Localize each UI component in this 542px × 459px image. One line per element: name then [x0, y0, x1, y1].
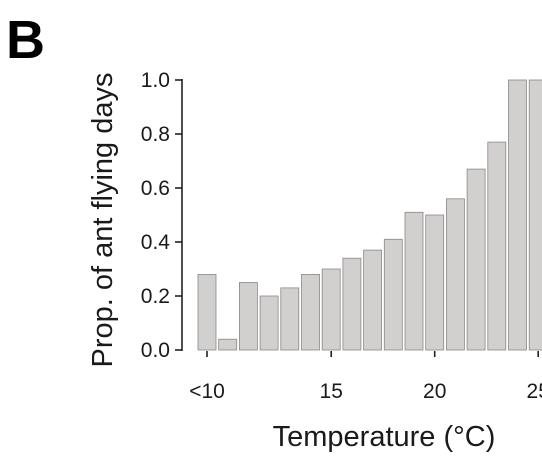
- bar-23: [487, 141, 507, 351]
- y-tick-label: 0.8: [141, 123, 170, 146]
- bar-10: [218, 338, 238, 351]
- bar-22: [466, 168, 486, 351]
- bar-15: [321, 268, 341, 351]
- bar-18: [383, 238, 403, 351]
- y-axis-label: Prop. of ant flying days: [87, 73, 119, 368]
- y-tick-label: 0.2: [141, 285, 170, 308]
- x-tick-label: <10: [189, 380, 225, 403]
- bar-14: [301, 273, 320, 351]
- bar-24: [508, 79, 527, 351]
- bar-25: [528, 79, 542, 351]
- y-tick-label: 0.4: [141, 231, 171, 254]
- bar-16: [342, 257, 362, 351]
- x-tick-label: 20: [423, 380, 446, 403]
- y-tick-label: 0.0: [141, 339, 170, 362]
- bar-17: [363, 249, 383, 351]
- axes-group: 0.0 0.2 0.4 0.6 0.8 1.0 <10 15 20 25: [141, 69, 542, 403]
- bar-19: [404, 211, 424, 351]
- bar-20: [425, 214, 445, 351]
- bars-group: [197, 79, 542, 351]
- bar-12: [259, 295, 279, 351]
- panel-label: B: [6, 10, 45, 70]
- x-tick-label: 25: [527, 380, 542, 403]
- y-tick-label: 1.0: [141, 69, 170, 92]
- y-tick-label: 0.6: [141, 177, 170, 200]
- bar-lt10: [197, 273, 217, 351]
- x-axis-label: Temperature (°C): [273, 421, 496, 453]
- x-tick-label: 15: [320, 380, 343, 403]
- bar-13: [280, 287, 300, 351]
- bar-21: [445, 198, 465, 351]
- bar-11: [238, 282, 258, 351]
